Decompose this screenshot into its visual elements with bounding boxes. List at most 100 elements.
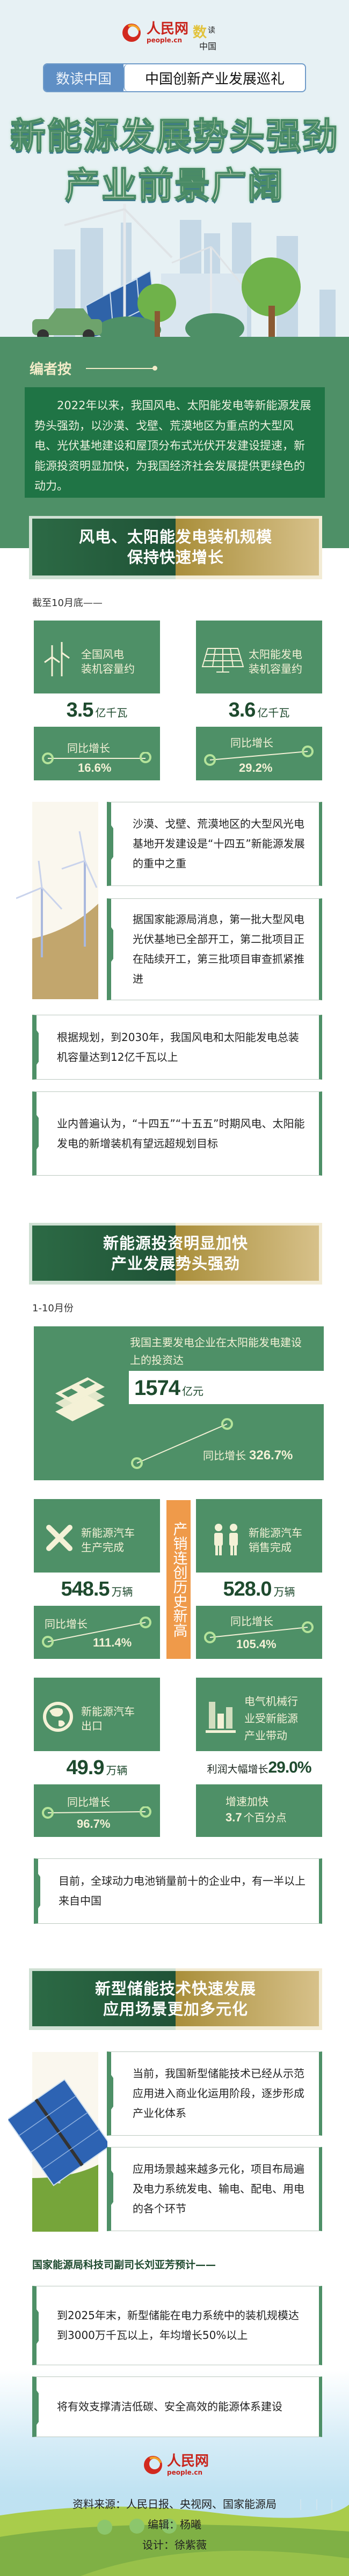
section-title: 新能源投资明显加快 [103,1234,248,1252]
value-band: 528.0 万辆 [196,1573,322,1606]
desert-wind-illustration [16,802,98,999]
card-label: 销售完成 [249,1541,292,1554]
editorial-label: 编者按 [30,361,72,378]
info-box: 当前，我国新型储能技术已经从示范应用进入商业化运用阶段，逐步形成产业化体系 [107,2051,322,2136]
card-label: 装机容量约 [249,662,302,675]
card-label: 业受新能源 [244,1712,298,1725]
info-text: 业内普遍认为，“十四五”“十五五”时期风电、太阳能发电的新增装机有望远超规划目标 [57,1117,305,1150]
stat-card-export: 新能源汽车 出口 49.9 万辆 同比增长 96.7% [34,1678,160,1837]
people-logo-icon [144,2456,162,2474]
stat-value: 49.9 [66,1756,105,1779]
info-box: 据国家能源局消息，第一批大型风电光伏基地已全部开工，第二批项目正在陆续开工，第三… [107,898,322,1000]
info-text: 将有效支撑清洁低碳、安全高效的能源体系建设 [57,2400,282,2413]
card-label: 新能源汽车 [81,1705,135,1718]
growth-label: 同比增长 [203,1449,246,1462]
shudu-logo: 数 读 中国 [193,25,217,51]
card-label: 产业带动 [244,1729,287,1742]
people-logo-icon [122,24,141,42]
solar-panel-icon [201,648,244,673]
value-band: 49.9 万辆 [34,1751,160,1784]
section-subtitle: 保持快速增长 [127,548,224,566]
info-text: 应用场景越来越多元化，项目布局遍及电力系统发电、输电、配电、用电的各个环节 [133,2162,304,2215]
card-label: 全国风电 [81,648,124,661]
card-label: 电气机械行 [244,1695,298,1708]
growth-value: 16.6% [78,761,112,774]
growth-label: 同比增长 [45,1618,88,1630]
stat-value: 1574 [134,1376,180,1400]
info-text: 目前，全球动力电池销量前十的企业中，有一半以上来自中国 [59,1874,306,1907]
section-title: 风电、太阳能发电装机规模 [78,528,272,546]
speed-value: 3.7 [226,1811,242,1824]
section-header-1: 风电、太阳能发电装机规模 保持快速增长 [29,516,322,579]
growth-label: 同比增长 [67,1796,110,1809]
growth-line-icon [42,752,151,764]
stat-unit: 亿元 [181,1385,203,1398]
stat-value: 548.5 [61,1578,110,1600]
card-label: 我国主要发电企业在太阳能发电建设上的投资达 [130,1336,302,1367]
stat-value: 3.5 [66,699,94,721]
stat-unit: 万辆 [106,1764,128,1777]
stat-unit: 亿千瓦 [257,706,290,719]
editor-text: 编辑：杨曦 [148,2518,201,2531]
tools-icon [46,1525,72,1551]
stat-unit: 万辆 [111,1585,133,1598]
growth-line-icon [131,1418,233,1469]
series-tag-left: 数读中国 [44,64,123,91]
main-title-line2: 产业前景广阔 [64,164,284,206]
stat-card-wind: 全国风电 装机容量约 3.5 亿千瓦 同比增长 16.6% [34,621,160,780]
growth-label: 同比增长 [230,1615,273,1628]
growth-line-icon [42,1617,151,1648]
card-label: 新能源汽车 [81,1526,135,1539]
hero-illustration [32,204,336,339]
info-box: 目前，全球动力电池销量前十的企业中，有一半以上来自中国 [34,1858,322,1924]
section-header-3: 新型储能技术快速发展 应用场景更加多元化 [29,1968,322,2030]
footer-hills [0,2499,349,2576]
card-label: 新能源汽车 [249,1526,302,1539]
footer-people-logo: 人民网 people.cn [142,2454,209,2476]
bar-chart-icon [206,1702,236,1733]
info-box: 根据规划，到2030年，我国风电和太阳能发电总装机容量达到12亿千瓦以上 [32,1015,322,1080]
editorial-text: 2022年以来，我国风电、太阳能发电等新能源发展势头强劲，以沙漠、戈壁、荒漠地区… [25,387,325,498]
section-subtitle: 应用场景更加多元化 [103,1999,248,2018]
value-band: 1574 亿元 [129,1371,324,1404]
growth-value: 105.4% [236,1637,277,1651]
card-label: 出口 [81,1719,103,1732]
info-box: 到2025年末，新型储能在电力系统中的装机规模达到3000万千瓦以上，年均增长5… [32,2286,322,2365]
info-text: 据国家能源局消息，第一批大型风电光伏基地已全部开工，第二批项目正在陆续开工，第三… [133,913,304,985]
card-label: 生产完成 [81,1541,124,1554]
value-band: 3.5 亿千瓦 [34,693,160,727]
main-title-line1: 新能源发展势头强劲 [10,115,339,157]
stat-unit: 亿千瓦 [95,706,128,719]
series-tag: 数读中国 中国创新产业发展巡礼 [43,63,306,92]
lead-text: 截至10月底—— [32,597,103,609]
growth-label: 同比增长 [230,736,273,749]
growth-label: 同比增长 [67,742,110,755]
divider [86,368,155,369]
people-logo: 人民网 people.cn [121,21,188,44]
stat-value: 3.6 [228,699,256,721]
section-header-2: 新能源投资明显加快 产业发展势头强劲 [29,1223,322,1285]
solar-panel-illustration [8,2052,107,2232]
car-icon [32,308,102,339]
profit-value: 29.0% [268,1759,311,1776]
stat-card-machinery: 电气机械行 业受新能源 产业带动 利润大幅增长 29.0% 增速加快 3.7 个百分点 [196,1678,322,1837]
info-text: 根据规划，到2030年，我国风电和太阳能发电总装机容量达到12亿千瓦以上 [57,1030,299,1064]
stat-card-production: 新能源汽车 生产完成 548.5 万辆 同比增长 111.4% [34,1499,160,1659]
investment-card: 我国主要发电企业在太阳能发电建设上的投资达 1574 亿元 同比增长 326.7% [34,1326,324,1480]
people-icon [214,1524,238,1555]
section-title: 新型储能技术快速发展 [94,1979,256,1998]
divider-dot [152,366,157,371]
speed-unit: 个百分点 [243,1811,287,1824]
card-label: 装机容量约 [81,662,135,675]
growth-line-icon [204,746,314,766]
growth-line-icon [42,1806,151,1819]
stat-value: 528.0 [223,1578,272,1600]
growth-value: 96.7% [77,1817,111,1830]
wind-turbine-icon [44,642,70,676]
source-text: 资料来源：人民日报、央视网、国家能源局 [72,2498,277,2511]
record-banner: 产销连创历史新高 [166,1500,191,1659]
quote-lead: 国家能源局科技司副司长刘亚芳预计—— [32,2259,216,2271]
card-label: 太阳能发电 [249,648,302,661]
value-band: 利润大幅增长 29.0% [196,1751,322,1784]
info-box: 业内普遍认为，“十四五”“十五五”时期风电、太阳能发电的新增装机有望远超规划目标 [32,1091,322,1176]
